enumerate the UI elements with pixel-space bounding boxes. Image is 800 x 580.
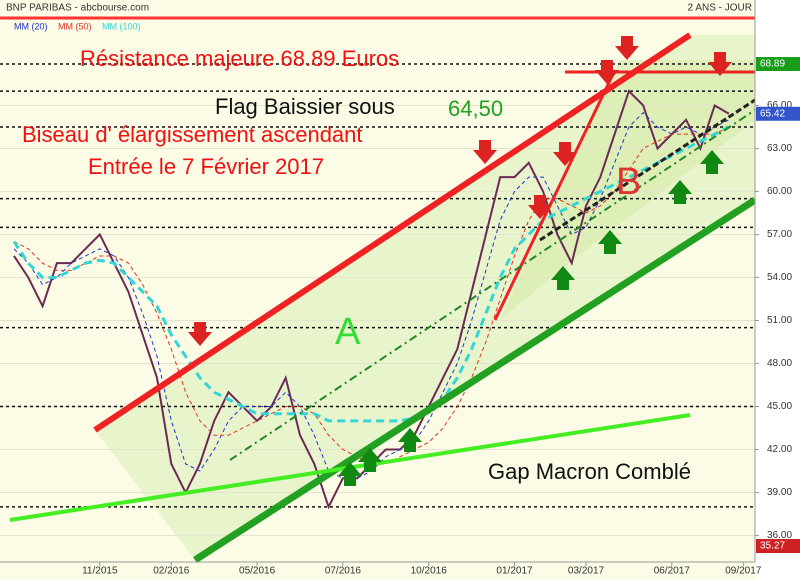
annotation: 64,50 [448,96,503,121]
mid-channel [229,109,756,461]
annotation: Gap Macron Comblé [488,459,691,484]
down-arrows [188,36,732,346]
y-tick-label: 66.00 [767,100,792,111]
y-tick-label: 45.00 [767,401,792,412]
y-tick-label: 57.00 [767,229,792,240]
up-arrow [700,150,724,174]
up-arrow [598,230,622,254]
x-tick-label: 03/2017 [568,566,605,577]
up-arrow [668,180,692,204]
x-tick-label: 01/2017 [496,566,533,577]
wedge-line [493,69,617,321]
x-tick-label: 11/2015 [82,566,118,577]
price-marker [756,539,800,554]
flag-line [539,98,756,242]
price-marker-label: 65.42 [760,108,785,119]
zone-label: B [616,161,641,203]
header: BNP PARIBAS - abcbourse.com [6,3,149,14]
down-arrow [595,60,619,84]
wedge-fill [500,60,755,320]
y-tick-label: 39.00 [767,487,792,498]
y-tick-label: 48.00 [767,358,792,369]
axis-background [755,0,800,580]
y-tick-label: 60.00 [767,186,792,197]
period: 2 ANS - JOUR [688,3,752,14]
x-tick-label: 07/2016 [325,566,362,577]
x-tick-label: 06/2017 [654,566,691,577]
legend-entry: MM (20) [14,21,48,31]
zone-label: A [335,311,361,353]
y-tick-label: 63.00 [767,143,792,154]
up-arrow [398,428,422,452]
down-arrow [615,36,639,60]
up-arrows [338,150,724,486]
x-tick-label: 05/2016 [239,566,276,577]
price-marker-label: 35.27 [760,541,785,552]
up-arrow [551,266,575,290]
price-marker [756,106,800,121]
support-trendline [193,197,757,563]
annotation: Résistance majeure 68.89 Euros [80,46,399,71]
down-arrow [473,140,497,164]
y-tick-label: 51.00 [767,315,792,326]
down-arrow [188,322,212,346]
y-tick-label: 36.00 [767,530,792,541]
annotation: Biseau d' élargissement ascendant [22,122,363,147]
moving-average [12,125,730,423]
legend-entry: MM (50) [58,21,92,31]
y-tick-label: 42.00 [767,444,792,455]
down-arrow [528,195,552,219]
x-tick-label: 09/2017 [725,566,762,577]
price-marker-label: 68.89 [760,59,785,70]
legend-entry: MM (100) [102,21,141,31]
x-tick-label: 10/2016 [411,566,448,577]
annotation: Flag Baissier sous [215,94,395,119]
up-arrow [358,448,382,472]
annotation: Entrée le 7 Février 2017 [88,154,324,179]
y-tick-label: 54.00 [767,272,792,283]
down-arrow [708,52,732,76]
down-arrow [553,142,577,166]
resistance-trendline [93,32,692,433]
x-tick-label: 02/2016 [153,566,190,577]
up-arrow [338,462,362,486]
price-marker [756,57,800,72]
